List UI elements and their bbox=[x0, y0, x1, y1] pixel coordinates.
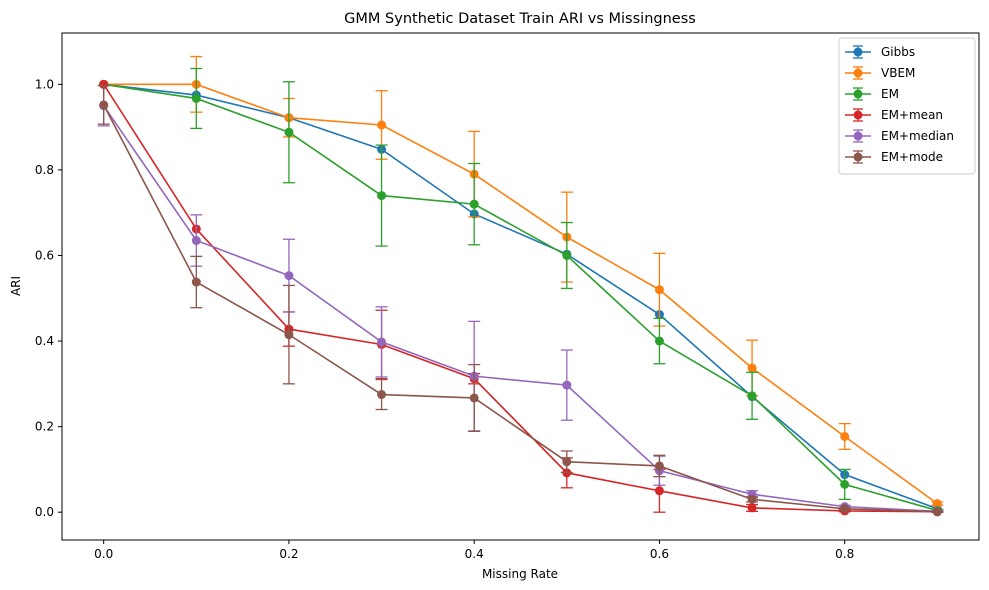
legend-label: EM+mean bbox=[881, 108, 943, 122]
y-tick-label: 1.0 bbox=[35, 77, 54, 91]
data-point bbox=[747, 363, 757, 373]
legend-label: EM+mode bbox=[881, 150, 943, 164]
legend-marker bbox=[853, 89, 863, 99]
data-point bbox=[562, 380, 572, 390]
data-point bbox=[284, 127, 294, 137]
series-line bbox=[102, 104, 938, 513]
y-tick-label: 0.6 bbox=[35, 248, 54, 262]
series-line bbox=[103, 105, 938, 513]
series-line bbox=[103, 83, 938, 513]
legend-marker bbox=[853, 152, 863, 162]
series-gibbs bbox=[99, 79, 942, 514]
data-point bbox=[377, 191, 387, 201]
legend-item: VBEM bbox=[845, 66, 915, 80]
data-point bbox=[747, 391, 757, 401]
plot-area bbox=[97, 55, 944, 517]
legend-item: EM+mode bbox=[845, 150, 943, 164]
data-point bbox=[284, 330, 294, 340]
data-point bbox=[840, 431, 850, 441]
data-point bbox=[654, 486, 664, 496]
series-vbem bbox=[99, 55, 944, 509]
data-point bbox=[654, 285, 664, 295]
data-point bbox=[840, 479, 850, 489]
legend-item: Gibbs bbox=[845, 45, 915, 59]
data-point bbox=[654, 336, 664, 346]
legend-label: VBEM bbox=[881, 66, 915, 80]
y-tick-label: 0.0 bbox=[35, 505, 54, 519]
series-em-mode bbox=[97, 84, 944, 517]
data-point bbox=[747, 494, 757, 504]
x-tick-label: 0.0 bbox=[94, 547, 113, 561]
legend-label: EM+median bbox=[881, 129, 954, 143]
data-point bbox=[284, 271, 294, 281]
data-point bbox=[99, 100, 109, 110]
data-point bbox=[562, 250, 572, 260]
data-point bbox=[840, 504, 850, 514]
y-tick-label: 0.8 bbox=[35, 163, 54, 177]
series-line bbox=[103, 83, 938, 505]
x-axis-label: Missing Rate bbox=[482, 567, 558, 581]
data-point bbox=[191, 236, 201, 246]
data-point bbox=[747, 503, 757, 513]
data-point bbox=[377, 120, 387, 130]
legend-label: EM bbox=[881, 87, 899, 101]
data-point bbox=[654, 461, 664, 471]
legend-label: Gibbs bbox=[881, 45, 915, 59]
legend-marker bbox=[853, 68, 863, 78]
y-tick-label: 0.2 bbox=[35, 420, 54, 434]
legend-marker bbox=[853, 131, 863, 141]
data-point bbox=[562, 457, 572, 467]
data-point bbox=[469, 393, 479, 403]
legend-marker bbox=[853, 47, 863, 57]
axes: 0.0 0.2 0.4 0.6 0.8 0.0 0.2 0.4 0.6 0.8 1.0 bbox=[35, 77, 854, 561]
legend-box bbox=[838, 37, 976, 175]
data-point bbox=[191, 93, 201, 103]
series-line bbox=[103, 83, 938, 512]
series-line bbox=[103, 83, 938, 510]
y-tick-label: 0.4 bbox=[35, 334, 54, 348]
data-point bbox=[99, 79, 109, 89]
legend-item: EM bbox=[845, 87, 899, 101]
legend-item: EM+mean bbox=[845, 108, 943, 122]
x-tick-label: 0.6 bbox=[650, 547, 669, 561]
legend: Gibbs VBEM EM EM+mean EM+median EM+mode bbox=[838, 37, 976, 175]
legend-item: EM+median bbox=[845, 129, 954, 143]
plot-frame bbox=[61, 32, 980, 541]
data-point bbox=[377, 390, 387, 400]
legend-marker bbox=[853, 110, 863, 120]
x-tick-label: 0.2 bbox=[279, 547, 298, 561]
data-point bbox=[932, 507, 942, 517]
x-tick-label: 0.4 bbox=[465, 547, 484, 561]
series-em bbox=[99, 67, 944, 515]
x-tick-label: 0.8 bbox=[835, 547, 854, 561]
data-point bbox=[377, 337, 387, 347]
y-axis-label: ARI bbox=[9, 276, 23, 296]
data-point bbox=[932, 499, 942, 509]
data-point bbox=[469, 199, 479, 209]
chart-title: GMM Synthetic Dataset Train ARI vs Missi… bbox=[344, 11, 696, 27]
data-point bbox=[191, 277, 201, 287]
